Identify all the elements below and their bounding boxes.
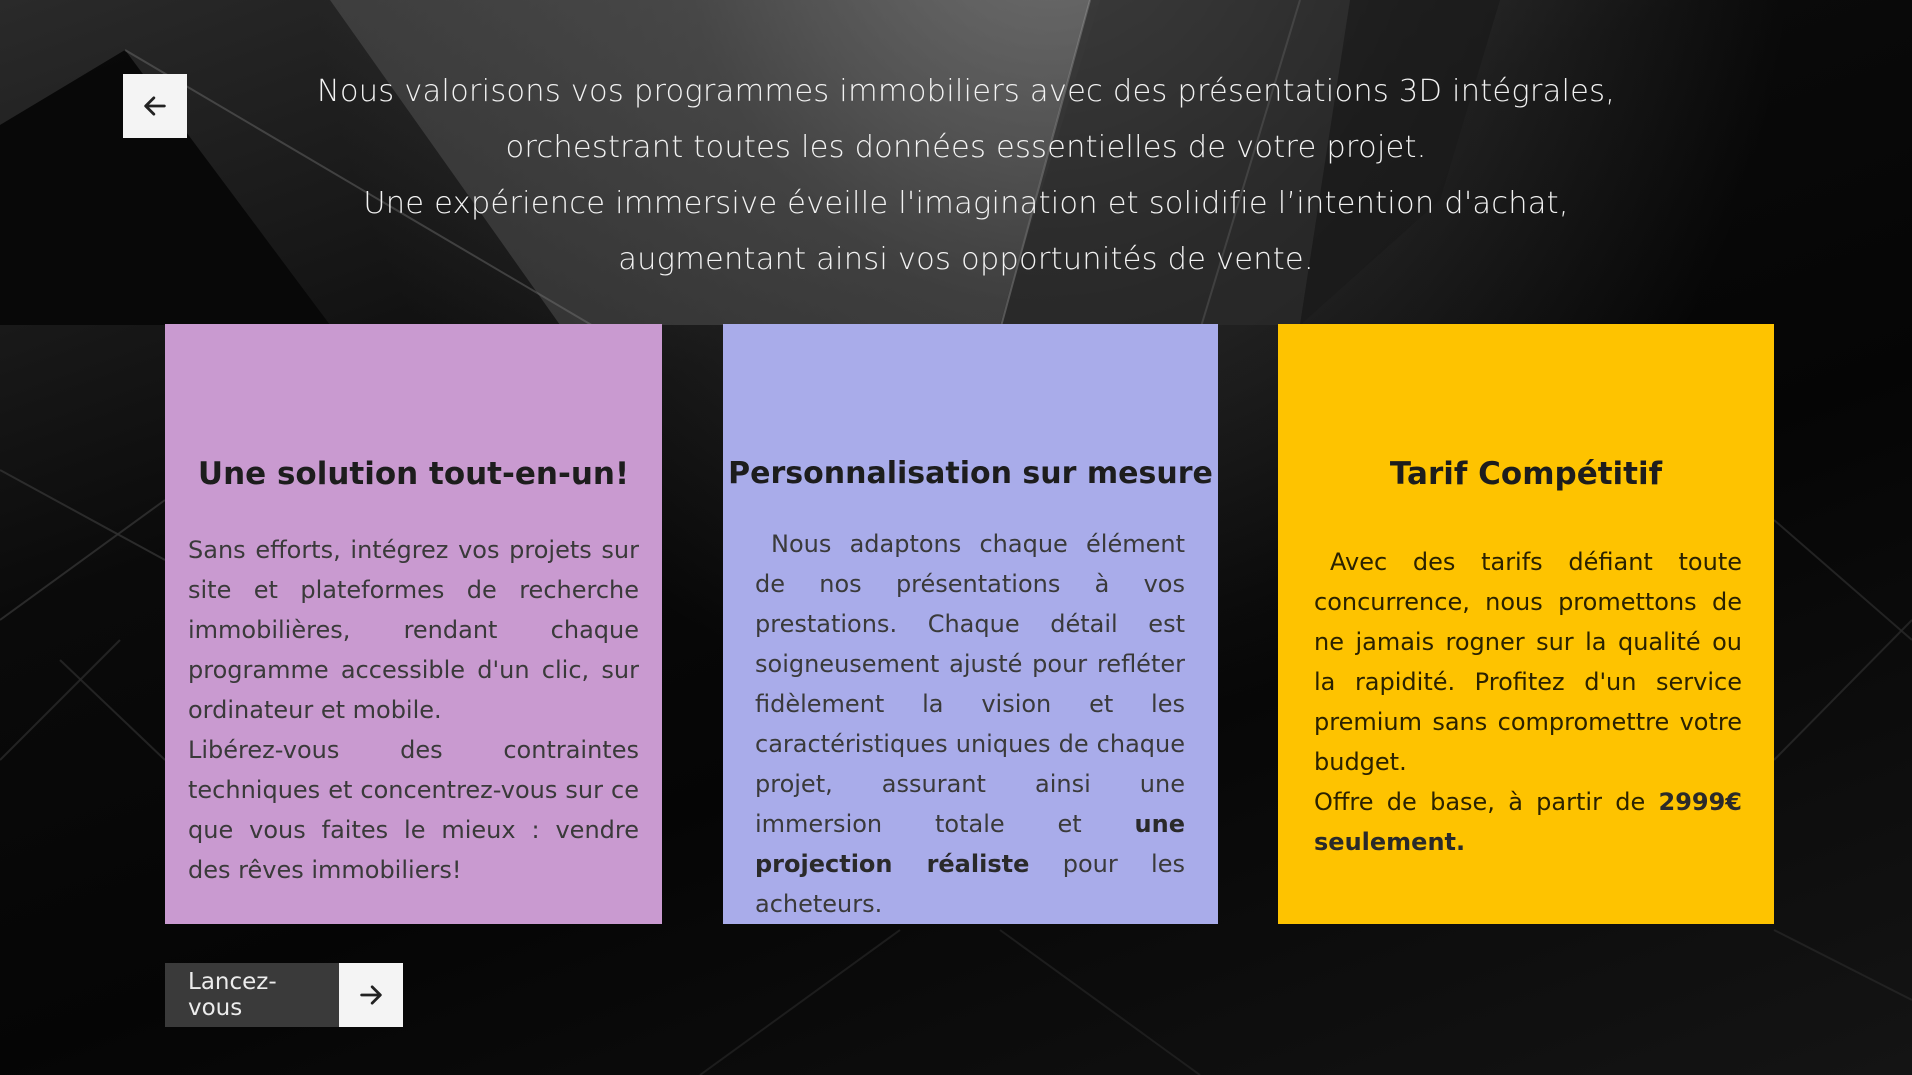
- intro-line: Une expérience immersive éveille l'imagi…: [363, 186, 1569, 221]
- arrow-right-icon: [360, 985, 382, 1005]
- card-body: Sans efforts, intégrez vos projets sur s…: [188, 530, 639, 890]
- intro-line: Nous valorisons vos programmes immobilie…: [316, 74, 1616, 109]
- intro-line: augmentant ainsi vos opportunités de ven…: [618, 242, 1314, 277]
- intro-text: Nous valorisons vos programmes immobilie…: [200, 64, 1732, 288]
- card-title: Une solution tout-en-un!: [197, 456, 630, 492]
- feature-card-pricing: Tarif Compétitif Avec des tarifs défiant…: [1278, 324, 1774, 924]
- offer-price: 2999€ seulement.: [1314, 788, 1742, 856]
- card-title: Personnalisation sur mesure: [728, 456, 1213, 491]
- card-title: Tarif Compétitif: [1389, 456, 1663, 492]
- card-paragraph: Sans efforts, intégrez vos projets sur s…: [188, 536, 639, 724]
- card-body: Nous adaptons chaque élément de nos prés…: [755, 524, 1185, 924]
- get-started-arrow[interactable]: [339, 963, 403, 1027]
- card-paragraph: Nous adaptons chaque élément de nos prés…: [755, 524, 1185, 924]
- intro-line: orchestrant toutes les données essentiel…: [505, 130, 1427, 165]
- card-paragraph: Libérez-vous des contraintes techniques …: [188, 736, 639, 884]
- feature-card-customization: Personnalisation sur mesure Nous adapton…: [723, 324, 1218, 924]
- card-text: Nous adaptons chaque élément de nos prés…: [755, 530, 1185, 838]
- offer-text: Offre de base, à partir de: [1314, 788, 1646, 816]
- card-emphasis: une projection réaliste: [755, 810, 1185, 878]
- card-paragraph: Avec des tarifs défiant toute concurrenc…: [1314, 548, 1742, 776]
- get-started-button[interactable]: Lancez-vous: [165, 963, 403, 1027]
- back-button[interactable]: [123, 74, 187, 138]
- feature-card-all-in-one: Une solution tout-en-un! Sans efforts, i…: [165, 324, 662, 924]
- get-started-label[interactable]: Lancez-vous: [165, 963, 339, 1027]
- card-text: pour les acheteurs.: [755, 850, 1185, 918]
- card-paragraph: Offre de base, à partir de 2999€ seuleme…: [1314, 782, 1742, 862]
- arrow-left-icon: [144, 96, 166, 116]
- card-body: Avec des tarifs défiant toute concurrenc…: [1314, 542, 1742, 862]
